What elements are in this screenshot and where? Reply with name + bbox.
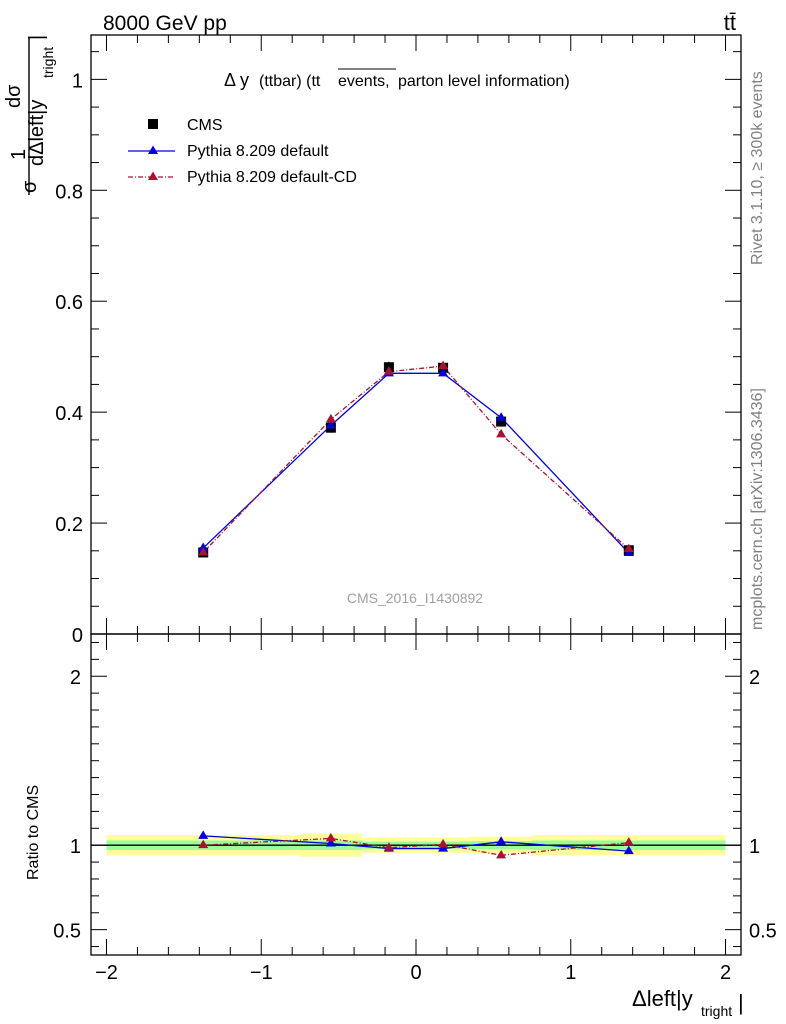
ratio-y-tick-label-left: 2: [70, 667, 81, 689]
ratio-y-tick-label-right: 2: [749, 667, 760, 689]
ratio-axes: 0.5 0.5 1 1 2 2 −2 −1 0 1 2: [53, 633, 777, 984]
y-label-dsigma: dσ: [3, 84, 25, 108]
title-prefix: Δ y: [224, 70, 249, 90]
ratio-y-tick-label-left: 1: [70, 836, 81, 858]
main-data-layer: [198, 360, 634, 558]
default-series-line: [202, 372, 630, 554]
ratio-default-cd-marker: [496, 849, 507, 859]
x-tick-label: 1: [565, 962, 576, 984]
title-overlined: events,: [338, 73, 390, 90]
ratio-default-cd-marker: [438, 838, 449, 848]
ratio-y-tick-label-right: 0.5: [749, 921, 777, 943]
ratio-y-tick-label-right: 1: [749, 836, 760, 858]
y-label-one: 1: [8, 149, 30, 160]
x-tick-label: −1: [250, 962, 273, 984]
title-part1: (ttbar) (tt: [259, 73, 321, 90]
default-marker: [325, 419, 336, 429]
default-cd-marker: [438, 360, 449, 370]
process-label: tt̄: [724, 10, 736, 35]
ratio-default-cd-marker: [198, 839, 209, 849]
default-cd-marker: [325, 413, 336, 423]
default-cd-series-line: [202, 365, 630, 553]
ratio-default-marker: [496, 836, 507, 845]
cms-data-point: [496, 416, 507, 427]
legend-default-cd-marker: [148, 171, 158, 180]
ratio-default-marker: [325, 837, 336, 847]
main-y-tick-label: 0.4: [55, 403, 83, 425]
x-tick-label: 0: [410, 962, 421, 984]
legend-default-label: Pythia 8.209 default: [187, 143, 329, 160]
title-part2: parton level information): [398, 73, 570, 90]
ratio-default-line: [203, 835, 629, 852]
legend-default-marker: [148, 145, 158, 154]
main-y-tick-label: 0.6: [55, 292, 83, 314]
main-y-axis-label: 1 σ dσ dΔleft|y tright |: [3, 35, 56, 195]
default-cd-marker: [383, 366, 394, 375]
ratio-default-marker: [623, 845, 634, 855]
analysis-watermark: CMS_2016_I1430892: [347, 590, 483, 606]
x-tick-label: 2: [720, 962, 731, 984]
main-y-tick-label: 0.2: [55, 514, 83, 536]
plot-title: Δ y (ttbar) (tt events, parton level inf…: [224, 68, 570, 90]
main-y-tick-label: 1: [72, 70, 83, 92]
default-marker: [438, 367, 449, 377]
y-label-bar: |: [26, 35, 48, 40]
ratio-frame: [90, 633, 742, 956]
rivet-label: Rivet 3.1.10, ≥ 300k events: [749, 71, 766, 265]
main-y-tick-label: 0: [72, 625, 83, 647]
legend-default-cd-label: Pythia 8.209 default-CD: [187, 169, 357, 186]
ratio-default-cd-line: [203, 837, 629, 856]
mcplots-label: mcplots.cern.ch [arXiv:1306.3436]: [749, 388, 766, 630]
legend: CMS Pythia 8.209 default Pythia 8.209 de…: [128, 117, 357, 186]
y-label-denominator: dΔleft|y: [26, 100, 48, 166]
ratio-default-cd-marker: [623, 837, 634, 846]
main-axes: 0 0.2 0.4 0.6 0.8 1: [55, 34, 742, 647]
ratio-default-cd-marker: [383, 842, 394, 851]
y-label-subscript: tright: [40, 47, 56, 78]
x-axis-label: Δleft|y tright |: [632, 986, 744, 1019]
ratio-data-layer: [91, 830, 741, 859]
ratio-default-cd-marker: [325, 832, 336, 842]
legend-cms-marker: [148, 119, 158, 129]
default-cd-marker: [496, 428, 507, 438]
x-tick-label: −2: [95, 962, 118, 984]
default-cd-marker: [198, 546, 209, 556]
energy-label: 8000 GeV pp: [103, 12, 227, 35]
default-marker: [496, 412, 507, 421]
ratio-y-label: Ratio to CMS: [25, 785, 42, 880]
default-marker: [198, 542, 209, 552]
ratio-default-marker: [198, 830, 209, 839]
x-label-main: Δleft|y: [632, 986, 693, 1011]
legend-cms-label: CMS: [187, 117, 223, 134]
x-label-subscript: tright: [701, 1003, 732, 1019]
main-panel: CMS_2016_I1430892 Δ y (ttbar) (tt events…: [55, 34, 742, 647]
ratio-panel: 0.5 0.5 1 1 2 2 −2 −1 0 1 2: [53, 633, 777, 984]
default-cd-marker: [623, 543, 634, 553]
x-label-bar: |: [738, 990, 744, 1015]
y-label-sigma: σ: [19, 180, 41, 193]
main-y-tick-label: 0.8: [55, 181, 83, 203]
ratio-y-tick-label-left: 0.5: [53, 921, 81, 943]
